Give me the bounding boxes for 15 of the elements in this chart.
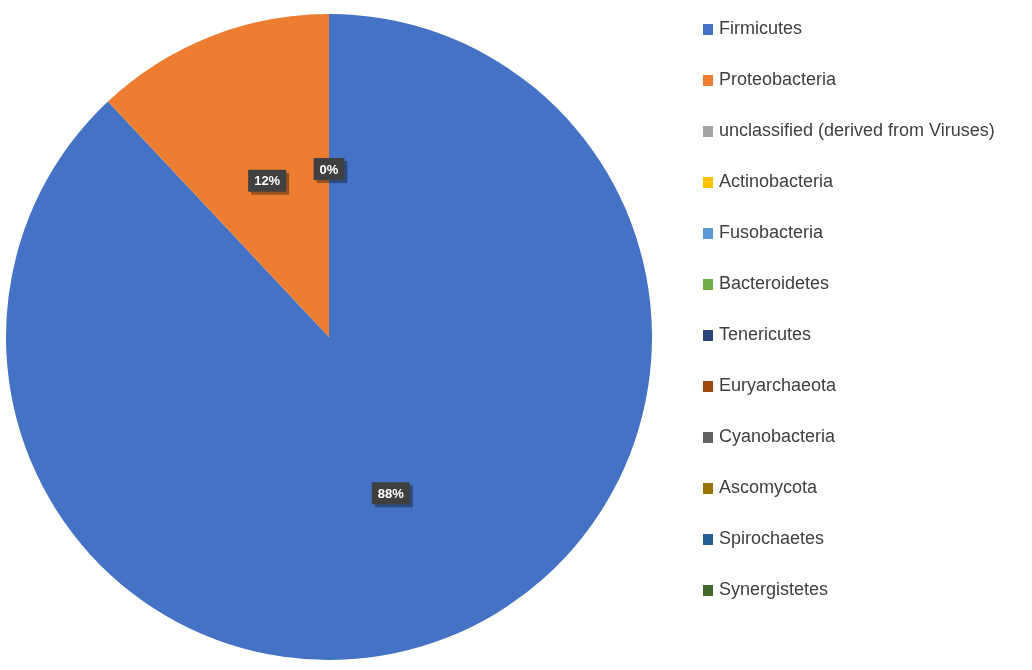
legend-label: Firmicutes: [719, 17, 803, 38]
legend-label: Spirochaetes: [719, 527, 825, 548]
legend-label: Fusobacteria: [719, 221, 825, 242]
legend-label: unclassified (derived from Viruses): [719, 119, 995, 140]
legend-label: Tenericutes: [719, 323, 812, 344]
legend-label: Euryarchaeota: [719, 374, 838, 395]
legend-label: Ascomycota: [719, 476, 819, 497]
legend-label: Bacteroidetes: [719, 272, 830, 293]
legend-label: Actinobacteria: [719, 170, 835, 191]
data-label: 12%: [254, 173, 281, 189]
text: 0%: [319, 161, 339, 177]
data-label: 88%: [377, 485, 405, 501]
legend-label: Synergistetes: [719, 578, 829, 599]
legend-label: Proteobacteria: [719, 68, 838, 89]
legend-label: Cyanobacteria: [719, 425, 837, 446]
